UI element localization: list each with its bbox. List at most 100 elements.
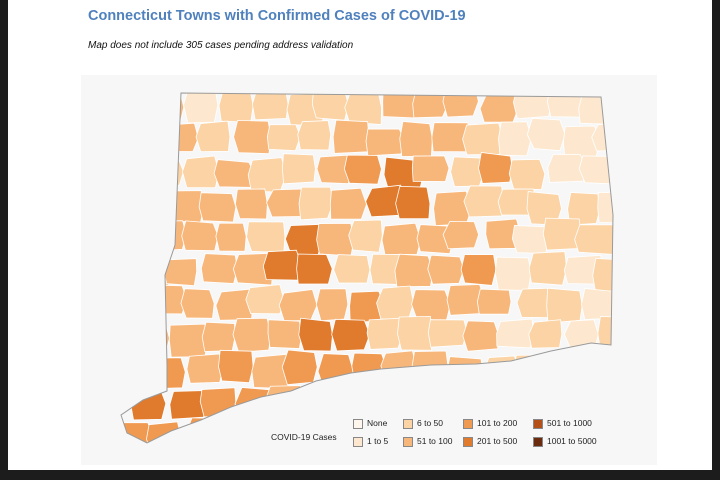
legend-swatch [353, 418, 363, 429]
town-shape [494, 256, 532, 291]
map-legend: COVID-19 Cases None 1 to 5 6 to 50 51 to… [271, 418, 651, 462]
town-shape [181, 220, 219, 252]
town-shape [380, 350, 417, 381]
state-border [120, 92, 614, 444]
town-shape [161, 122, 199, 152]
town-shape [427, 254, 465, 285]
town-shape [381, 222, 422, 255]
town-shape [528, 319, 563, 349]
town-shape [578, 93, 613, 125]
town-shape [496, 318, 535, 349]
town-shape [395, 185, 431, 220]
town-shape [412, 93, 449, 119]
town-shape [331, 318, 371, 352]
town-shape [513, 93, 553, 120]
legend-item-201-to-500: 201 to 500 [463, 436, 517, 447]
town-shape [296, 253, 333, 285]
town-shape [567, 192, 601, 226]
town-shape [329, 187, 367, 220]
town-shape [121, 287, 150, 323]
town-shape [329, 387, 364, 417]
town-shape [351, 352, 387, 382]
town-shape [130, 322, 170, 354]
town-shape [574, 224, 613, 255]
town-shape [131, 190, 167, 225]
town-shape [264, 385, 305, 418]
town-shape [460, 254, 497, 286]
town-shape [267, 319, 303, 349]
town-shape [478, 152, 513, 184]
town-shape [465, 386, 502, 422]
legend-swatch [403, 418, 413, 429]
legend-swatch [353, 436, 363, 447]
town-shape [511, 225, 549, 254]
town-shape [394, 253, 434, 288]
town-shape [200, 253, 238, 284]
legend-swatch [533, 418, 543, 429]
legend-item-6-to-50: 6 to 50 [403, 418, 443, 429]
legend-item-501-to-1000: 501 to 1000 [533, 418, 592, 429]
town-shape [396, 384, 437, 416]
town-shape [476, 288, 512, 315]
town-shape [365, 128, 406, 157]
town-shape [479, 93, 519, 123]
town-shape [278, 289, 318, 322]
legend-label: 1 to 5 [367, 436, 389, 446]
town-shape [215, 288, 254, 321]
town-shape [559, 387, 597, 420]
town-shape [442, 220, 480, 250]
town-shape [463, 185, 505, 218]
town-shape [528, 251, 568, 286]
legend-label: 6 to 50 [417, 418, 443, 428]
town-shape [298, 386, 332, 421]
town-shape [121, 354, 149, 390]
town-shape [546, 287, 583, 324]
town-shape [411, 350, 449, 387]
town-grid [121, 93, 613, 443]
legend-swatch [463, 436, 473, 447]
town-shape [433, 389, 468, 419]
town-shape [317, 353, 354, 390]
town-shape [281, 153, 316, 185]
town-shape [348, 219, 383, 253]
town-shape [168, 323, 209, 358]
town-shape [333, 254, 371, 284]
town-shape [146, 421, 182, 443]
town-shape [343, 154, 382, 185]
town-shape [462, 122, 504, 156]
town-shape [234, 188, 268, 220]
town-shape [186, 353, 223, 384]
town-shape [597, 191, 613, 224]
town-shape [526, 117, 566, 152]
town-shape [121, 222, 149, 258]
legend-swatch [463, 418, 473, 429]
legend-item-1-to-5: 1 to 5 [353, 436, 388, 447]
town-shape [245, 284, 285, 315]
town-shape [180, 288, 215, 319]
town-shape [151, 220, 187, 252]
town-shape [247, 157, 287, 193]
town-shape [590, 386, 613, 420]
town-shape [201, 321, 236, 352]
town-shape [218, 93, 254, 123]
town-shape [195, 120, 231, 153]
town-shape [121, 156, 154, 192]
town-shape [427, 319, 468, 348]
town-shape [542, 217, 582, 251]
town-shape [597, 316, 613, 350]
town-shape [397, 316, 434, 351]
legend-item-101-to-200: 101 to 200 [463, 418, 517, 429]
town-shape [218, 349, 254, 384]
town-shape [251, 93, 289, 121]
town-shape [498, 121, 532, 157]
town-shape [186, 417, 225, 443]
legend-label: 101 to 200 [477, 418, 518, 428]
town-shape [495, 385, 533, 419]
town-shape [182, 155, 220, 189]
legend-label: 201 to 500 [477, 436, 518, 446]
town-shape [121, 93, 152, 121]
town-shape [547, 153, 588, 183]
legend-label: 1001 to 5000 [547, 436, 597, 446]
town-shape [591, 122, 613, 152]
report-page: Connecticut Towns with Confirmed Cases o… [8, 0, 712, 470]
